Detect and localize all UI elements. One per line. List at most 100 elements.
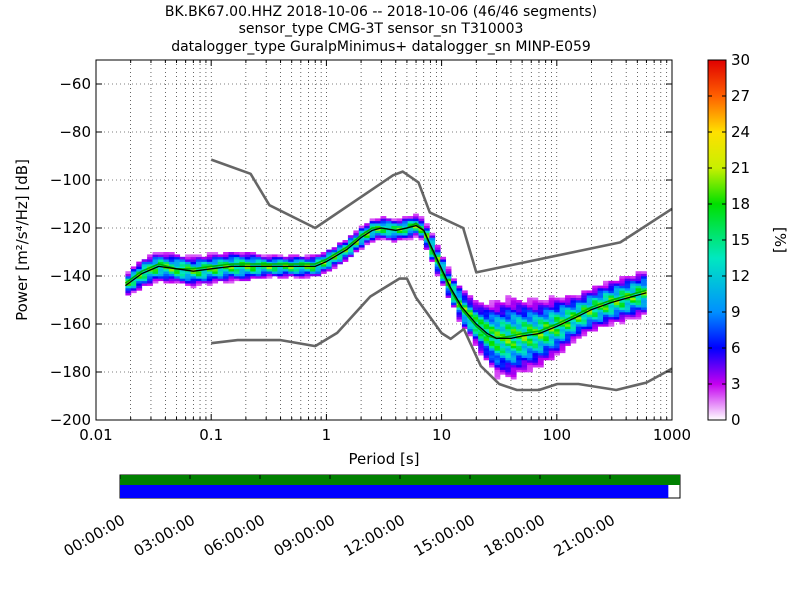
- histogram-cell: [185, 276, 191, 279]
- histogram-cell: [516, 367, 523, 370]
- histogram-cell: [201, 271, 208, 274]
- histogram-cell: [613, 280, 620, 284]
- x-tick-label: 1: [322, 426, 332, 444]
- histogram-cell: [554, 352, 561, 356]
- histogram-cell: [543, 312, 550, 315]
- histogram-cell: [537, 340, 544, 344]
- histogram-cell: [271, 268, 278, 272]
- histogram-cell: [565, 307, 571, 310]
- histogram-cell: [147, 254, 153, 258]
- histogram-cell: [168, 261, 175, 265]
- histogram-cell: [467, 307, 474, 310]
- y-tick-label: −100: [50, 171, 91, 189]
- histogram-cell: [619, 278, 626, 282]
- histogram-cell: [223, 259, 229, 262]
- histogram-cell: [391, 225, 398, 229]
- histogram-cell: [597, 314, 604, 318]
- histogram-cell: [521, 352, 528, 356]
- histogram-cell: [483, 316, 490, 320]
- histogram-cell: [505, 362, 512, 366]
- histogram-cell: [255, 254, 262, 258]
- histogram-cell: [206, 268, 213, 272]
- histogram-cell: [608, 290, 615, 294]
- histogram-cell: [548, 314, 555, 318]
- histogram-cell: [185, 254, 191, 258]
- histogram-cell: [494, 309, 501, 313]
- histogram-cell: [592, 326, 598, 330]
- histogram-cell: [472, 328, 479, 332]
- histogram-cell: [407, 230, 414, 234]
- ppsd-histogram: [125, 213, 647, 380]
- histogram-cell: [559, 312, 566, 315]
- x-tick-label: 100: [542, 426, 571, 444]
- histogram-cell: [309, 256, 316, 260]
- histogram-cell: [266, 264, 273, 267]
- histogram-cell: [624, 288, 631, 291]
- histogram-cell: [217, 276, 224, 279]
- colorbar-tick-label: 18: [731, 195, 750, 213]
- histogram-cell: [527, 350, 533, 354]
- histogram-cell: [494, 362, 501, 366]
- histogram-cell: [347, 235, 354, 238]
- histogram-cell: [152, 254, 159, 258]
- histogram-cell: [337, 244, 343, 248]
- histogram-cell: [423, 225, 430, 229]
- histogram-cell: [451, 297, 457, 301]
- histogram-cell: [451, 285, 457, 289]
- histogram-cell: [440, 280, 447, 284]
- histogram-cell: [554, 309, 561, 313]
- histogram-cell: [217, 278, 224, 282]
- histogram-cell: [413, 225, 419, 229]
- histogram-cell: [619, 314, 626, 318]
- histogram-cell: [505, 319, 512, 322]
- histogram-cell: [608, 319, 615, 322]
- histogram-cell: [244, 278, 251, 282]
- histogram-cell: [244, 276, 251, 279]
- histogram-cell: [494, 307, 501, 310]
- histogram-cell: [185, 266, 191, 270]
- histogram-cell: [472, 304, 479, 308]
- histogram-cell: [624, 302, 631, 306]
- histogram-cell: [402, 230, 409, 234]
- histogram-cell: [472, 307, 479, 310]
- histogram-cell: [467, 328, 474, 332]
- histogram-cell: [309, 259, 316, 262]
- histogram-cell: [195, 271, 202, 274]
- histogram-cell: [136, 280, 143, 284]
- histogram-cell: [586, 319, 593, 322]
- ppsd-plot-area: 0.01 0.1 1 10 100 1000 −60 −80 −100 −120 −140 −160 −…: [50, 59, 691, 444]
- histogram-cell: [385, 237, 392, 241]
- histogram-cell: [212, 276, 219, 279]
- histogram-cell: [174, 266, 181, 270]
- histogram-cell: [364, 235, 371, 238]
- histogram-cell: [407, 228, 414, 231]
- histogram-cell: [233, 254, 240, 258]
- histogram-cell: [423, 228, 430, 231]
- histogram-cell: [233, 256, 240, 260]
- chart-title-line-1: BK.BK67.00.HHZ 2018-10-06 -- 2018-10-06 …: [165, 4, 597, 20]
- histogram-cell: [288, 266, 295, 270]
- histogram-cell: [570, 321, 577, 325]
- histogram-cell: [250, 271, 257, 274]
- histogram-cell: [554, 333, 561, 337]
- histogram-cell: [478, 302, 485, 306]
- histogram-cell: [125, 288, 132, 291]
- histogram-cell: [537, 338, 544, 342]
- histogram-cell: [575, 319, 582, 322]
- histogram-cell: [451, 283, 457, 286]
- histogram-cell: [527, 360, 533, 363]
- histogram-cell: [174, 259, 181, 262]
- histogram-cell: [581, 292, 588, 296]
- y-tick-label: −180: [50, 363, 91, 381]
- histogram-cell: [521, 309, 528, 313]
- histogram-cell: [288, 254, 295, 258]
- histogram-cell: [233, 266, 240, 270]
- histogram-cell: [499, 348, 506, 351]
- histogram-cell: [130, 280, 137, 284]
- histogram-cell: [603, 309, 609, 313]
- histogram-cell: [494, 333, 501, 337]
- histogram-cell: [402, 232, 409, 236]
- histogram-cell: [152, 252, 159, 255]
- histogram-cell: [212, 273, 219, 277]
- histogram-cell: [499, 357, 506, 361]
